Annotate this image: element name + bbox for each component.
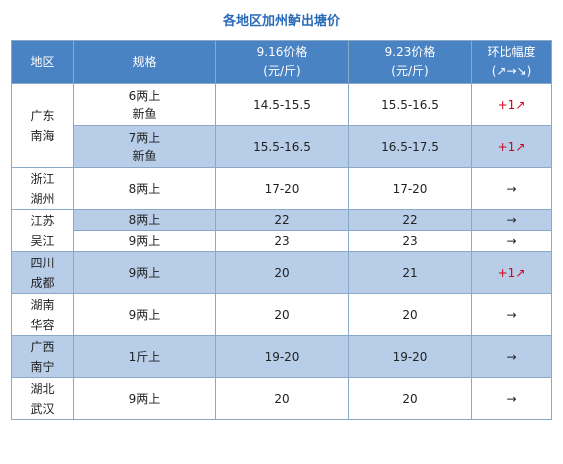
region-cell: 广东 南海 <box>11 83 74 168</box>
region-cell: 江苏 吴江 <box>11 209 74 252</box>
price-0916-cell: 20 <box>215 251 349 294</box>
price-0923-cell: 16.5-17.5 <box>348 125 472 168</box>
spec-cell: 7两上 新鱼 <box>73 125 216 168</box>
spec-cell: 9两上 <box>73 230 216 252</box>
price-0923-cell: 21 <box>348 251 472 294</box>
table-row: 广东 南海 6两上 新鱼 14.5-15.5 15.5-16.5 +1↗ <box>11 83 552 168</box>
change-cell: → <box>471 209 552 231</box>
price-0923-cell: 23 <box>348 230 472 252</box>
price-table: 地区 规格 9.16价格 (元/斤) 9.23价格 (元/斤) 环比幅度 (↗→↘) … <box>11 40 552 420</box>
price-0916-cell: 17-20 <box>215 167 349 210</box>
price-0923-cell: 15.5-16.5 <box>348 83 472 126</box>
table-title: 各地区加州鲈出塘价 <box>222 14 340 29</box>
price-0923-cell: 20 <box>348 293 472 336</box>
table-row: 湖北 武汉 9两上 20 20 → <box>11 377 552 420</box>
header-spec: 规格 <box>73 40 216 84</box>
spec-cell: 9两上 <box>73 293 216 336</box>
table-row: 广西 南宁 1斤上 19-20 19-20 → <box>11 335 552 378</box>
region-cell: 四川 成都 <box>11 251 74 294</box>
region-cell: 湖南 华容 <box>11 293 74 336</box>
price-0916-cell: 20 <box>215 377 349 420</box>
region-cell: 广西 南宁 <box>11 335 74 378</box>
price-0916-cell: 19-20 <box>215 335 349 378</box>
header-price-0916: 9.16价格 (元/斤) <box>215 40 349 84</box>
price-0916-cell: 20 <box>215 293 349 336</box>
region-cell: 浙江 湖州 <box>11 167 74 210</box>
table-row: 7两上 新鱼 15.5-16.5 16.5-17.5 +1↗ <box>12 125 552 168</box>
price-0923-cell: 19-20 <box>348 335 472 378</box>
change-cell: +1↗ <box>471 251 552 294</box>
spec-cell: 8两上 <box>73 167 216 210</box>
region-cell: 湖北 武汉 <box>11 377 74 420</box>
spec-cell: 9两上 <box>73 251 216 294</box>
header-region: 地区 <box>11 40 74 84</box>
price-0923-cell: 17-20 <box>348 167 472 210</box>
spec-cell: 6两上 新鱼 <box>73 83 216 126</box>
table-row: 9两上 23 23 → <box>12 230 552 252</box>
price-0916-cell: 22 <box>215 209 349 231</box>
change-cell: +1↗ <box>471 125 552 168</box>
change-cell: → <box>471 167 552 210</box>
price-0923-cell: 20 <box>348 377 472 420</box>
table-row: 浙江 湖州 8两上 17-20 17-20 → <box>11 167 552 210</box>
spec-cell: 8两上 <box>73 209 216 231</box>
change-cell: → <box>471 293 552 336</box>
table-row: 湖南 华容 9两上 20 20 → <box>11 293 552 336</box>
price-0916-cell: 23 <box>215 230 349 252</box>
spec-cell: 1斤上 <box>73 335 216 378</box>
header-row: 地区 规格 9.16价格 (元/斤) 9.23价格 (元/斤) 环比幅度 (↗→↘) <box>11 40 552 84</box>
spec-cell: 9两上 <box>73 377 216 420</box>
header-price-0923: 9.23价格 (元/斤) <box>348 40 472 84</box>
header-change: 环比幅度 (↗→↘) <box>471 40 552 84</box>
price-0923-cell: 22 <box>348 209 472 231</box>
change-cell: +1↗ <box>471 83 552 126</box>
change-cell: → <box>471 230 552 252</box>
table-row: 四川 成都 9两上 20 21 +1↗ <box>11 251 552 294</box>
change-cell: → <box>471 377 552 420</box>
change-cell: → <box>471 335 552 378</box>
price-0916-cell: 15.5-16.5 <box>215 125 349 168</box>
table-row: 江苏 吴江 8两上 22 22 → <box>11 209 552 252</box>
price-0916-cell: 14.5-15.5 <box>215 83 349 126</box>
